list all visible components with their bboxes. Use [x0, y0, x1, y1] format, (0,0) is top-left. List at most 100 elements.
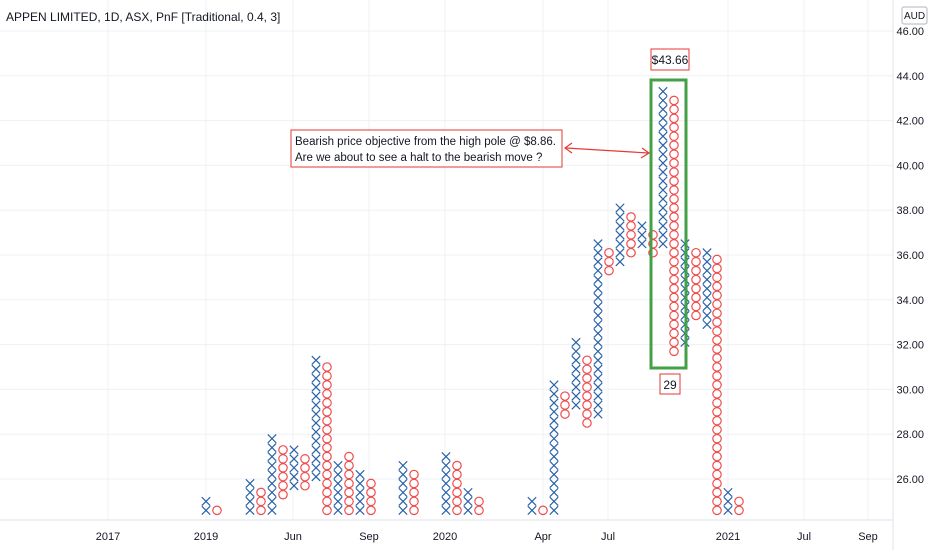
x-mark	[311, 409, 321, 419]
o-mark	[300, 454, 310, 464]
o-mark	[278, 480, 288, 491]
x-mark	[615, 248, 625, 258]
x-mark	[593, 346, 603, 356]
x-mark	[549, 478, 559, 489]
o-mark	[278, 462, 288, 473]
o-mark	[322, 389, 332, 399]
x-mark	[637, 239, 647, 249]
o-mark	[582, 409, 592, 419]
x-mark	[658, 113, 668, 123]
o-column	[256, 487, 266, 516]
x-mark	[723, 487, 733, 498]
x-mark	[201, 496, 211, 507]
o-column	[560, 391, 570, 419]
x-mark	[702, 301, 712, 312]
o-mark	[344, 460, 354, 471]
x-mark	[637, 221, 647, 231]
x-mark	[267, 460, 277, 471]
o-column	[648, 230, 658, 258]
x-mark	[549, 460, 559, 471]
time-tick-label: 2020	[433, 531, 457, 543]
currency-badge-box	[901, 6, 928, 25]
x-column	[463, 487, 473, 515]
o-mark	[712, 460, 722, 471]
o-mark	[322, 478, 332, 489]
x-mark	[549, 416, 559, 426]
x-mark	[355, 496, 365, 507]
x-mark	[289, 454, 299, 464]
x-column	[355, 469, 365, 515]
x-mark	[593, 391, 603, 401]
x-mark	[658, 239, 668, 249]
price-tick-label: 36.00	[896, 250, 924, 262]
o-mark	[278, 471, 288, 482]
x-mark	[355, 469, 365, 480]
x-mark	[658, 149, 668, 159]
o-mark	[669, 104, 679, 115]
x-mark	[571, 346, 581, 356]
o-mark	[712, 326, 722, 336]
currency-badge[interactable]: AUD	[901, 6, 928, 25]
o-column	[344, 451, 354, 516]
x-mark	[658, 212, 668, 222]
x-mark	[441, 478, 451, 489]
o-mark	[669, 203, 679, 213]
o-mark	[344, 451, 354, 462]
x-mark	[593, 275, 603, 285]
x-mark	[245, 496, 255, 507]
price-axis[interactable]: 26.00 28.00 30.00 32.00 34.00 36.00 38.00 40.00…	[896, 26, 924, 486]
o-mark	[712, 487, 722, 498]
x-mark	[463, 505, 473, 515]
x-mark	[267, 496, 277, 507]
o-mark	[712, 398, 722, 408]
o-mark	[712, 317, 722, 327]
high-pole-box	[649, 78, 688, 370]
o-mark	[538, 505, 548, 516]
o-mark	[712, 362, 722, 372]
o-mark	[300, 471, 310, 482]
o-mark	[474, 496, 484, 507]
o-mark	[560, 400, 570, 410]
o-mark	[712, 299, 722, 310]
o-mark	[366, 487, 376, 498]
x-mark	[593, 301, 603, 312]
o-mark	[344, 469, 354, 480]
x-column	[441, 451, 451, 515]
x-mark	[549, 469, 559, 480]
x-mark	[615, 212, 625, 222]
o-mark	[344, 505, 354, 516]
o-mark	[669, 131, 679, 142]
o-mark	[691, 301, 701, 312]
o-mark	[626, 247, 636, 258]
o-mark	[669, 292, 679, 303]
o-column	[734, 496, 744, 516]
time-tick-label: 2021	[716, 531, 740, 543]
time-axis[interactable]: 2017 2019 Jun Sep 2020 Apr Jul 2021 Jul Sep	[96, 531, 878, 543]
o-mark	[452, 487, 462, 498]
o-mark	[322, 469, 332, 480]
o-mark	[691, 283, 701, 294]
x-column	[527, 496, 537, 515]
o-mark	[712, 442, 722, 453]
o-mark	[669, 140, 679, 151]
o-mark	[669, 265, 679, 276]
x-mark	[441, 451, 451, 462]
x-mark	[571, 382, 581, 392]
x-mark	[658, 86, 668, 97]
x-mark	[311, 400, 321, 410]
o-mark	[712, 335, 722, 345]
x-mark	[289, 445, 299, 455]
x-mark	[549, 434, 559, 444]
x-column	[267, 434, 277, 515]
x-mark	[398, 460, 408, 471]
o-mark	[366, 478, 376, 489]
o-mark	[582, 400, 592, 410]
x-mark	[289, 472, 299, 482]
x-mark	[311, 364, 321, 374]
o-column	[452, 460, 462, 516]
x-mark	[333, 460, 343, 471]
x-column	[723, 487, 733, 515]
x-mark	[549, 407, 559, 417]
time-tick-label: Sep	[359, 531, 379, 543]
